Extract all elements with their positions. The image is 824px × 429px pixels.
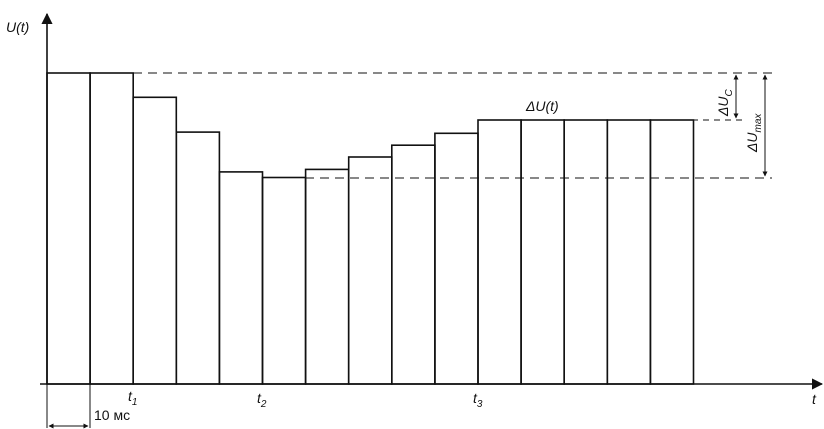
sample-bar-10 (434, 132, 479, 385)
y-axis-label: U(t) (6, 19, 29, 35)
sample-bar-6 (261, 176, 307, 385)
delta-u-max-label: ΔUmax (744, 113, 764, 153)
sample-bar-4 (175, 131, 221, 385)
x-axis-label: t (812, 391, 817, 407)
sample-bar-14 (606, 119, 652, 385)
sample-bars (46, 72, 695, 385)
t3-label: t3 (473, 390, 483, 410)
sample-bar-12 (520, 119, 565, 385)
sample-bar-11 (477, 119, 522, 385)
delta-u-c-label: ΔUC (715, 88, 735, 117)
t1-label: t1 (128, 388, 137, 408)
sample-bar-3 (132, 96, 178, 385)
sample-bar-7 (304, 168, 350, 385)
time-step-label: 10 мс (94, 407, 130, 423)
delta-u-t-label: ΔU(t) (525, 98, 559, 114)
t2-label: t2 (257, 390, 267, 410)
sample-bar-9 (390, 144, 436, 385)
sample-bar-15 (649, 119, 695, 385)
sample-bar-1 (46, 72, 91, 385)
sample-bar-8 (347, 156, 393, 385)
sample-bar-2 (89, 72, 134, 385)
sample-bar-5 (218, 171, 264, 385)
sample-bar-13 (563, 119, 609, 385)
